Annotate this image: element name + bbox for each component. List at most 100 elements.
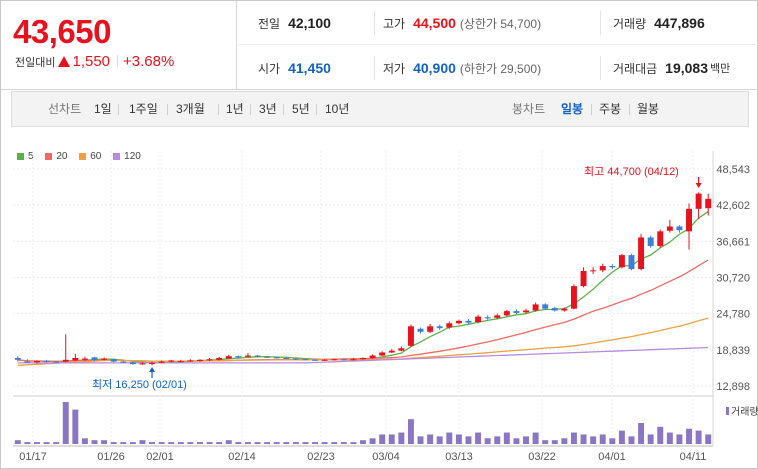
candle-up: [360, 357, 366, 360]
candle-down: [465, 320, 472, 323]
candle-weekly[interactable]: 주봉: [599, 102, 622, 116]
volume-bar: [475, 432, 482, 444]
candle-up: [101, 358, 108, 360]
low-arrow-head-icon: [149, 367, 156, 372]
period-5y[interactable]: 5년: [292, 102, 310, 116]
up-triangle-icon: [58, 56, 71, 67]
y-tick-label: 30,720: [716, 273, 750, 285]
candle-chart-label: 봉차트: [512, 102, 546, 116]
low-value: 40,900: [413, 60, 456, 76]
candle-down: [551, 308, 558, 311]
period-divider: [250, 104, 251, 115]
y-tick-label: 18,839: [716, 345, 750, 357]
price-change: 전일대비 1,550 +3.68%: [15, 53, 174, 70]
candle-up: [570, 286, 577, 309]
candle-up: [561, 308, 568, 311]
legend-ma5: 5: [17, 151, 34, 162]
candle-up: [695, 193, 702, 209]
period-3m[interactable]: 3개월: [176, 102, 205, 116]
volume-label: 거래량: [613, 16, 647, 31]
candle-up: [494, 315, 501, 318]
period-1w[interactable]: 1주일: [129, 102, 158, 116]
candle-monthly[interactable]: 월봉: [637, 102, 660, 116]
period-1d[interactable]: 1일: [94, 102, 112, 116]
volume-bar: [446, 432, 453, 444]
moving-average-legend: 5 20 60 120: [17, 151, 150, 163]
volume-bar: [168, 442, 175, 444]
volume-bar: [235, 442, 242, 444]
low-annotation: 최저 16,250 (02/01): [92, 378, 187, 391]
candle-daily[interactable]: 일봉: [561, 102, 584, 116]
candle-up: [34, 361, 40, 363]
ma5-line: [17, 211, 709, 364]
trade-value-unit: 백만: [710, 63, 731, 75]
change-value: 1,550: [72, 53, 111, 70]
chart-grid: [13, 151, 714, 447]
volume-bar: [158, 442, 165, 444]
candle-up: [599, 266, 606, 271]
volume-bar: [139, 440, 146, 444]
volume-bar: [542, 440, 549, 444]
candle-up: [407, 326, 414, 346]
price-panel: 43,650 전일대비 1,550 +3.68%: [1, 1, 237, 90]
quote-stats: 전일 42,100 고가 44,500 (상한가 54,700) 거래량 447…: [238, 1, 758, 90]
period-1y[interactable]: 1년: [226, 102, 244, 116]
period-selector-bar: 선차트 1일 1주일 3개월 1년 3년 5년 10년 봉차트 일봉 주봉 월봉: [11, 91, 749, 127]
volume-value: 447,896: [654, 15, 705, 31]
volume-cell: 거래량 447,896: [613, 1, 705, 45]
candle-down: [647, 237, 654, 246]
candle-down: [24, 361, 31, 363]
candle-down: [542, 304, 549, 309]
volume-bars: [14, 402, 712, 444]
x-tick-label: 01/26: [97, 451, 125, 463]
x-tick-label: 04/01: [598, 451, 626, 463]
candle-down: [436, 326, 443, 329]
volume-bar: [609, 438, 616, 444]
volume-bar: [379, 434, 386, 444]
candle-up: [149, 362, 156, 365]
candle-up: [225, 356, 232, 359]
candle-up: [331, 359, 338, 361]
period-divider: [118, 104, 119, 115]
candle-up: [638, 237, 645, 270]
period-divider: [629, 104, 630, 115]
volume-bar: [532, 432, 539, 444]
volume-bar: [244, 442, 251, 444]
candle-up: [388, 350, 395, 353]
volume-bar: [523, 436, 529, 444]
quote-header: 43,650 전일대비 1,550 +3.68% 전일 42,100 고가 44,5…: [1, 1, 758, 90]
period-divider: [591, 104, 592, 115]
x-tick-label: 02/23: [307, 451, 335, 463]
candle-up: [206, 359, 213, 361]
candle-up: [666, 226, 673, 231]
volume-bar: [599, 434, 606, 444]
candle-down: [676, 226, 683, 231]
volume-bar: [34, 442, 40, 444]
volume-bar: [590, 436, 597, 444]
volume-bar: [62, 402, 69, 444]
volume-bar: [340, 442, 347, 444]
period-10y[interactable]: 10년: [325, 102, 350, 116]
low-label: 저가: [383, 61, 406, 76]
volume-bar: [436, 436, 443, 444]
volume-bar: [360, 440, 366, 444]
candle-up: [139, 363, 146, 365]
volume-bar: [53, 442, 60, 444]
candle-up: [168, 360, 175, 362]
volume-bar: [503, 432, 510, 444]
volume-bar: [273, 442, 280, 444]
candle-up: [523, 310, 529, 313]
volume-bar: [417, 436, 424, 444]
candle-up: [475, 316, 482, 323]
legend-swatch: [113, 153, 121, 160]
change-divider: [117, 55, 119, 67]
volume-bar: [110, 442, 117, 444]
candle-up: [455, 320, 462, 324]
volume-bar: [225, 440, 232, 444]
candle-down: [484, 317, 491, 319]
legend-swatch: [79, 153, 87, 160]
volume-bar: [465, 436, 472, 444]
period-3y[interactable]: 3년: [259, 102, 277, 116]
